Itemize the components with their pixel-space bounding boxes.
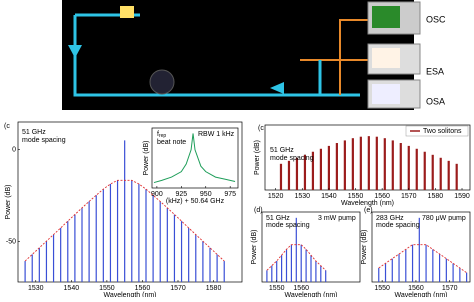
annotation: 51 GHz [22, 129, 46, 136]
x-axis-label: Wavelength (nm) [394, 292, 447, 297]
x-axis-label: Wavelength (nm) [103, 292, 156, 297]
x-axis-label: Wavelength (nm) [284, 292, 337, 297]
annotation: RBW 1 kHz [198, 131, 235, 138]
x-tick-label: 1530 [294, 193, 310, 200]
fiber-paths [73, 13, 368, 97]
annotation: mode spacing [376, 222, 420, 229]
x-tick-label: 1570 [442, 285, 458, 292]
osa-screen [372, 84, 400, 104]
annotation: mode spacing [22, 137, 66, 144]
laser [120, 6, 134, 18]
x-tick-label: 925 [175, 191, 187, 198]
x-tick-label: 1550 [374, 285, 390, 292]
x-tick-label: 1520 [268, 193, 284, 200]
y-tick-label: 0 [12, 146, 16, 153]
annotation-part: rep [159, 133, 166, 139]
x-axis-label: (kHz) + 50.64 GHz [166, 198, 225, 205]
x-tick-label: 1550 [99, 285, 115, 292]
y-axis-label: Power (dB) [251, 229, 258, 264]
legend-box [405, 125, 469, 137]
x-tick-label: 950 [200, 191, 212, 198]
y-axis-label: Power (dB) [143, 140, 150, 175]
microresonator [149, 69, 175, 95]
x-tick-label: 1530 [28, 285, 44, 292]
x-tick-label: 1560 [135, 285, 151, 292]
instrument-label: OSC [426, 14, 446, 24]
x-tick-label: 1560 [293, 285, 309, 292]
y-axis-label: Power (dB) [5, 184, 12, 219]
legend-label: Two solitons [423, 128, 462, 135]
panel-label: (c [258, 125, 264, 132]
setup-background [62, 0, 414, 110]
x-tick-label: 1540 [64, 285, 80, 292]
trace [153, 133, 236, 184]
y-axis-label: Power (dB) [361, 229, 368, 264]
x-axis-label: Wavelength (nm) [341, 200, 394, 207]
x-tick-label: 1560 [374, 193, 390, 200]
polarization-controller [68, 45, 82, 58]
plot-frame [151, 127, 239, 189]
osc-screen [372, 6, 400, 28]
annotation: beat note [157, 139, 186, 146]
instrument-label: OSA [426, 96, 445, 106]
annotation: 3 mW pump [318, 215, 356, 222]
annotation: frep [157, 131, 166, 139]
instrument-label: ESA [426, 66, 444, 76]
x-tick-label: 1560 [408, 285, 424, 292]
x-tick-label: 1570 [401, 193, 417, 200]
x-tick-label: 1590 [454, 193, 470, 200]
y-tick-label: -50 [6, 238, 16, 245]
x-tick-label: 1580 [206, 285, 222, 292]
annotation: mode spacing [266, 222, 310, 229]
y-axis-label: Power (dB) [254, 140, 261, 175]
x-tick-label: 1570 [170, 285, 186, 292]
annotation: mode spacing [270, 155, 314, 162]
annotation-part: f [157, 131, 159, 138]
x-tick-label: 1580 [428, 193, 444, 200]
envelope [266, 244, 327, 271]
x-tick-label: 900 [151, 191, 163, 198]
annotation: 51 GHz [270, 147, 294, 154]
esa-screen [372, 48, 400, 68]
panel-label: (c [4, 123, 10, 130]
annotation: 51 GHz [266, 215, 290, 222]
panel-label: (d) [254, 207, 263, 214]
panel-label: (e) [364, 207, 373, 214]
annotation: 283 GHz [376, 215, 404, 222]
x-tick-label: 1550 [269, 285, 285, 292]
envelope [24, 179, 225, 262]
x-tick-label: 1550 [348, 193, 364, 200]
x-tick-label: 975 [224, 191, 236, 198]
annotation: 780 μW pump [422, 215, 466, 222]
isolator [270, 82, 284, 94]
x-tick-label: 1540 [321, 193, 337, 200]
